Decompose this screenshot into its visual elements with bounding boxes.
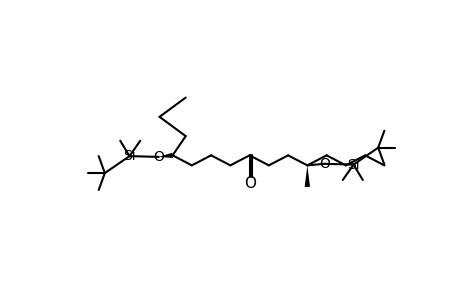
Text: O: O	[318, 157, 329, 171]
Text: Si: Si	[123, 149, 135, 163]
Polygon shape	[158, 153, 173, 158]
Text: O: O	[244, 176, 256, 191]
Text: Si: Si	[347, 158, 359, 172]
Polygon shape	[304, 165, 309, 187]
Text: O: O	[153, 150, 164, 164]
